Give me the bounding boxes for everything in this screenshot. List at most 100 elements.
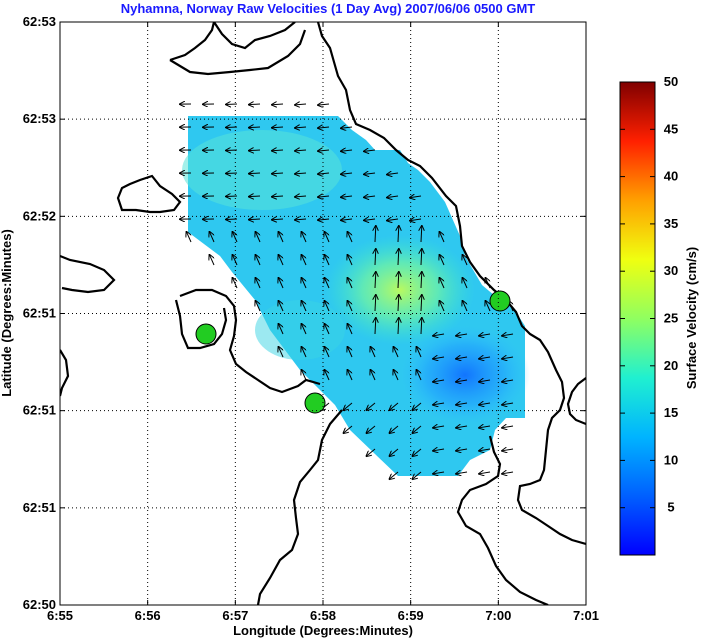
current-vector	[325, 278, 330, 289]
current-vector	[421, 318, 422, 335]
coastline-segment	[456, 435, 549, 605]
current-vector	[433, 426, 445, 428]
current-vector	[398, 249, 399, 266]
current-vector	[394, 347, 399, 358]
coastline-segment	[316, 22, 586, 546]
current-vector	[279, 232, 284, 243]
current-vector	[302, 255, 307, 266]
current-vector	[295, 104, 307, 105]
radar-site-marker[interactable]	[195, 323, 217, 345]
current-vector	[325, 347, 330, 358]
current-vector	[440, 301, 445, 312]
y-tick-label: 62:52	[23, 208, 56, 223]
current-vector	[375, 249, 376, 266]
velocity-patch-fast	[325, 235, 475, 345]
current-vector	[375, 318, 376, 335]
current-vector	[344, 425, 353, 433]
x-tick-label: 6:55	[47, 608, 73, 623]
plot-area	[60, 22, 586, 605]
current-vector	[375, 295, 376, 312]
current-vector	[272, 173, 284, 174]
x-tick-label: 6:56	[135, 608, 161, 623]
current-vector	[341, 127, 353, 128]
current-vector	[249, 104, 261, 105]
current-vector	[233, 255, 238, 266]
current-vector	[433, 334, 445, 336]
x-axis-label: Longitude (Degrees:Minutes)	[233, 623, 413, 638]
current-vector	[410, 219, 422, 221]
x-tick-label: 7:01	[573, 608, 599, 623]
current-vector	[367, 425, 376, 433]
current-vector	[502, 380, 514, 382]
current-vector	[341, 173, 353, 174]
current-vector	[413, 471, 422, 479]
current-vector	[456, 472, 468, 474]
velocity-field	[182, 116, 530, 476]
current-vector	[413, 448, 422, 456]
current-vector	[295, 150, 307, 151]
current-vector	[348, 370, 353, 381]
coastline-segment	[174, 299, 228, 350]
y-tick-label: 62:50	[23, 597, 56, 612]
x-tick-label: 6:59	[398, 608, 424, 623]
current-vector	[302, 370, 307, 381]
current-vector	[502, 426, 514, 428]
colorbar-tick-label: 40	[664, 169, 678, 184]
current-vector	[502, 334, 514, 336]
current-vector	[398, 318, 399, 335]
colorbar-label: Surface Velocity (cm/s)	[684, 247, 699, 389]
current-vector	[272, 150, 284, 151]
current-vector	[433, 357, 445, 359]
current-vector	[479, 449, 491, 451]
current-vector	[295, 173, 307, 174]
current-vector	[479, 472, 491, 474]
coastline-segment	[169, 22, 296, 62]
current-vector	[341, 150, 353, 151]
current-vector	[502, 449, 514, 451]
current-vector	[302, 232, 307, 243]
current-vector	[318, 150, 330, 151]
current-vector	[394, 370, 399, 381]
current-vector	[502, 403, 514, 405]
velocity-patch	[182, 130, 342, 210]
current-vector	[272, 127, 284, 128]
current-vector	[440, 255, 445, 266]
chart-title: Nyhamna, Norway Raw Velocities (1 Day Av…	[121, 1, 536, 16]
current-vector	[398, 272, 399, 289]
current-vector	[348, 278, 353, 289]
coastline	[60, 22, 586, 605]
current-vector	[249, 150, 261, 151]
current-vector	[367, 448, 376, 456]
current-vector	[456, 426, 468, 428]
current-vector	[341, 196, 353, 197]
current-vector	[398, 295, 399, 312]
current-vector	[440, 232, 445, 243]
axis-ticks: 6:55 6:56 6:57 6:58 6:59 7:00 7:01 62:50 62:51 62…	[23, 14, 599, 623]
colorbar-tick-label: 25	[664, 311, 678, 326]
current-vector	[325, 232, 330, 243]
current-vector	[233, 278, 238, 289]
current-vector	[302, 301, 307, 312]
y-tick-label: 62:51	[23, 500, 56, 515]
radar-site-marker[interactable]	[489, 290, 511, 312]
current-vector	[440, 278, 445, 289]
current-vector	[318, 196, 330, 197]
current-vector	[456, 380, 468, 382]
current-vectors	[180, 104, 514, 479]
current-vector	[486, 301, 491, 312]
current-vector	[367, 402, 376, 410]
y-tick-label: 62:53	[23, 111, 56, 126]
current-vector	[325, 301, 330, 312]
coastline-segment	[256, 409, 343, 605]
coastline-segment	[60, 349, 70, 397]
current-vector	[295, 127, 307, 128]
current-vector	[364, 219, 376, 220]
current-vector	[456, 449, 468, 451]
current-vector	[456, 334, 468, 336]
current-vector	[463, 301, 468, 312]
y-tick-label: 62:53	[23, 14, 56, 29]
radar-site-marker[interactable]	[304, 392, 326, 414]
current-vector	[433, 449, 445, 451]
